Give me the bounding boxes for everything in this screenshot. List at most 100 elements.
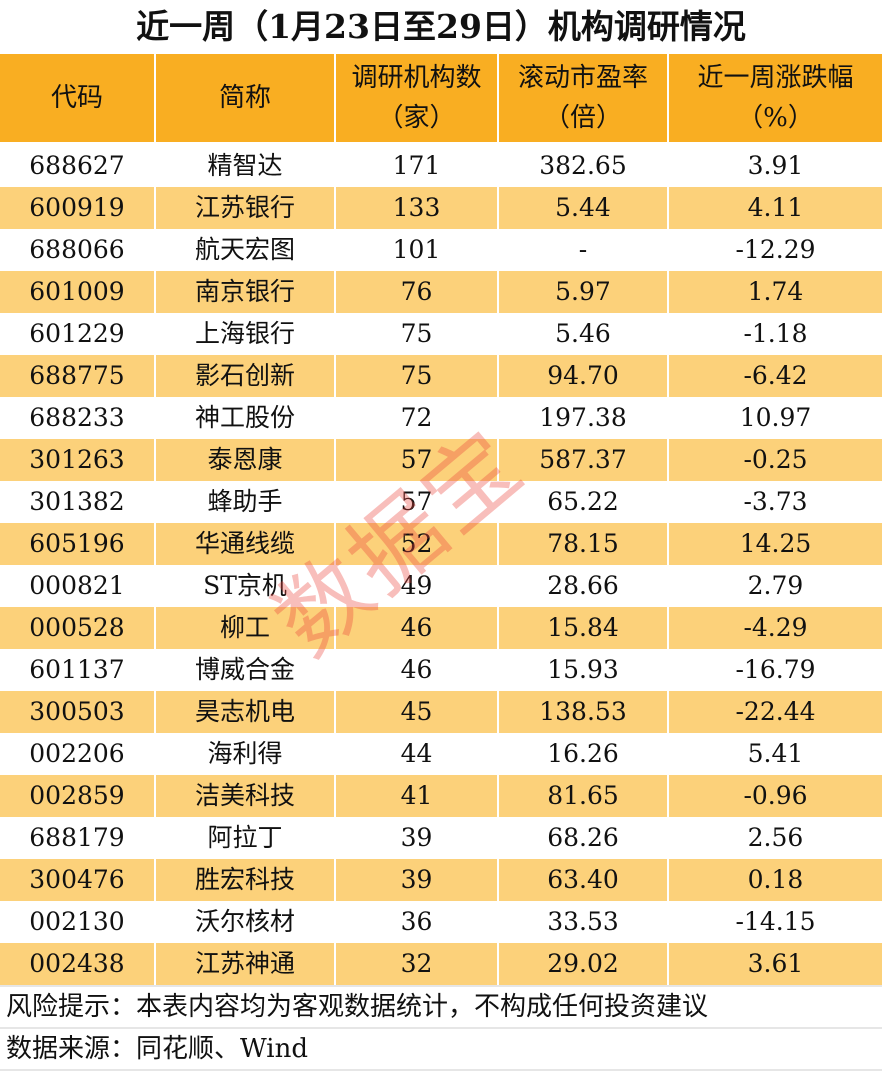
name-cell: 阿拉丁: [155, 817, 336, 859]
name-cell: 江苏银行: [155, 187, 336, 229]
pe-cell: 587.37: [498, 439, 669, 481]
institutions-cell: 57: [335, 439, 499, 481]
name-cell: 江苏神通: [155, 943, 336, 985]
code-cell: 601009: [0, 271, 156, 313]
pe-cell: 94.70: [498, 355, 669, 397]
name-cell: 影石创新: [155, 355, 336, 397]
code-cell: 688233: [0, 397, 156, 439]
change-cell: 4.11: [668, 187, 882, 229]
change-cell: -6.42: [668, 355, 882, 397]
name-cell: 昊志机电: [155, 691, 336, 733]
table-row: 300503 昊志机电 45 138.53 -22.44: [0, 691, 882, 733]
institutions-cell: 171: [335, 143, 499, 187]
code-cell: 002130: [0, 901, 156, 943]
change-cell: -14.15: [735, 907, 816, 936]
column-header: 调研机构数 （家）: [335, 54, 499, 145]
code-cell: 688066: [0, 229, 156, 271]
change-cell: -0.96: [668, 775, 882, 817]
institutions-cell: 133: [335, 187, 499, 229]
code-cell: 301382: [0, 481, 156, 523]
change-cell: 3.61: [668, 943, 882, 985]
column-header-label: 调研机构数: [351, 63, 482, 93]
column-header-unit: （%）: [737, 103, 814, 133]
table-title: 近一周（1月23日至29日）机构调研情况: [136, 7, 746, 46]
pe-cell: 29.02: [498, 943, 669, 985]
pe-cell: 5.97: [498, 271, 669, 313]
code-cell: 301263: [0, 439, 156, 481]
header-row: 代码 简称 调研机构数 （家） 滚动市盈率 （倍） 近一周涨跌幅 （%）: [0, 54, 882, 145]
pe-cell: 382.65: [498, 143, 669, 187]
code-cell: 600919: [0, 187, 156, 229]
column-header: 代码: [0, 54, 156, 145]
institutions-cell: 52: [335, 523, 499, 565]
table-row: 688066 航天宏图 101- -12.29: [0, 229, 882, 271]
name-cell: 蜂助手: [155, 481, 336, 523]
name-cell: ST京机: [155, 565, 336, 607]
table-row: 002130 沃尔核材 36 33.53 -14.15: [0, 901, 882, 943]
pe-cell: 138.53: [498, 691, 669, 733]
code-cell: 601229: [0, 313, 156, 355]
code-cell: 605196: [0, 523, 156, 565]
code-cell: 002859: [0, 775, 156, 817]
name-cell: 博威合金: [155, 649, 336, 691]
column-header-label: 近一周涨跌幅: [697, 63, 854, 93]
institutions-cell: 57: [335, 481, 499, 523]
change-cell: -1.18: [743, 319, 808, 348]
table-row: 002438 江苏神通 32 29.02 3.61: [0, 943, 882, 985]
table-row: 301382 蜂助手 57 65.22 -3.73: [0, 481, 882, 523]
table-row: 601229 上海银行 75 5.46 -1.18: [0, 313, 882, 355]
source-note: 数据来源：同花顺、Wind: [0, 1027, 882, 1071]
name-cell: 航天宏图: [155, 229, 336, 271]
institutions-cell: 46: [335, 649, 499, 691]
table-row: 002206 海利得 44 16.26 5.41: [0, 733, 882, 775]
change-cell: -0.25: [668, 439, 882, 481]
code-cell: 300476: [0, 859, 156, 901]
code-cell: 688627: [0, 143, 156, 187]
institutions-cell: 41: [335, 775, 499, 817]
change-cell: 2.79: [747, 571, 804, 600]
code-cell: 002206: [0, 733, 156, 775]
name-cell: 神工股份: [155, 397, 336, 439]
table-row: 688627 精智达 171 382.65 3.91: [0, 143, 882, 187]
code-cell: 002438: [0, 943, 156, 985]
column-header-label: 代码: [50, 83, 103, 113]
name-cell: 华通线缆: [155, 523, 336, 565]
change-cell: 3.91: [747, 151, 804, 180]
pe-cell: 28.66: [498, 565, 669, 607]
institutions-cell: 49: [335, 565, 499, 607]
table-row: 601009 南京银行 76 5.97 1.74: [0, 271, 882, 313]
pe-cell: 33.53: [498, 901, 669, 943]
research-table: 代码 简称 调研机构数 （家） 滚动市盈率 （倍） 近一周涨跌幅 （%） 688627 精智达 1…: [0, 54, 882, 985]
table-row: 301263 泰恩康 57 587.37 -0.25: [0, 439, 882, 481]
change-cell: -12.29: [735, 235, 816, 264]
change-cell: 10.97: [739, 403, 812, 432]
institutions-cell: 76: [335, 271, 499, 313]
name-cell: 沃尔核材: [155, 901, 336, 943]
code-cell: 000528: [0, 607, 156, 649]
institutions-cell: 46: [335, 607, 499, 649]
institutions-cell: 101: [335, 229, 499, 271]
institutions-cell: 36: [335, 901, 499, 943]
pe-cell: -: [498, 229, 669, 271]
code-cell: 688775: [0, 355, 156, 397]
change-cell: -3.73: [743, 487, 808, 516]
institutions-cell: 32: [335, 943, 499, 985]
table-row: 688179 阿拉丁 39 68.26 2.56: [0, 817, 882, 859]
table-row: 601137 博威合金 46 15.93 -16.79: [0, 649, 882, 691]
code-cell: 300503: [0, 691, 156, 733]
code-cell: 000821: [0, 565, 156, 607]
table-row: 000821 ST京机 49 28.66 2.79: [0, 565, 882, 607]
table-row: 688233 神工股份 72 197.38 10.97: [0, 397, 882, 439]
column-header-label: 简称: [218, 83, 271, 113]
change-cell: -4.29: [668, 607, 882, 649]
risk-note: 风险提示：本表内容均为客观数据统计，不构成任何投资建议: [0, 985, 882, 1027]
institutions-cell: 39: [335, 817, 499, 859]
name-cell: 洁美科技: [155, 775, 336, 817]
name-cell: 精智达: [155, 143, 336, 187]
column-header: 简称: [155, 54, 336, 145]
institutions-cell: 39: [335, 859, 499, 901]
institutions-cell: 45: [335, 691, 499, 733]
institutions-cell: 75: [335, 313, 499, 355]
name-cell: 南京银行: [155, 271, 336, 313]
pe-cell: 63.40: [498, 859, 669, 901]
